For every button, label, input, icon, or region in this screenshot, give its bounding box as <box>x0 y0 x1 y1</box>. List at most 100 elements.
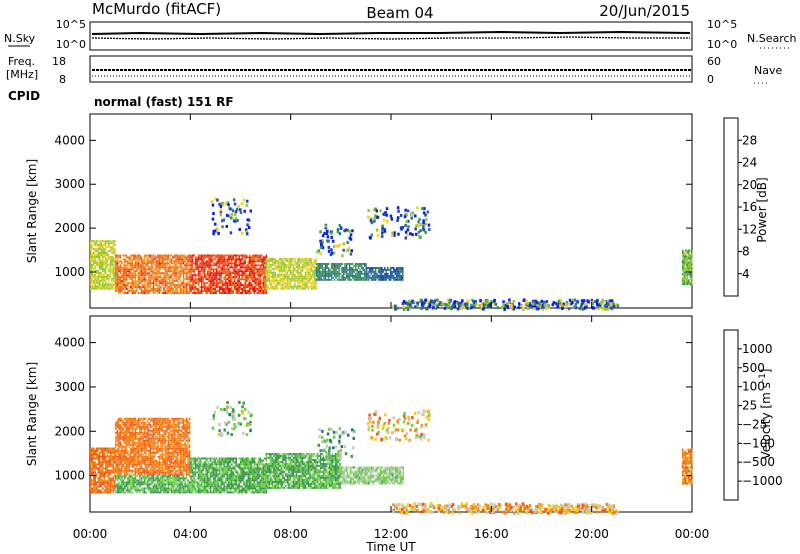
data-cell <box>109 449 112 452</box>
data-cell <box>294 258 296 260</box>
data-cell <box>282 267 284 270</box>
data-cell <box>282 283 284 286</box>
data-cell <box>205 260 207 263</box>
data-cell <box>105 449 107 452</box>
data-cell <box>151 417 153 420</box>
data-cell <box>301 281 304 284</box>
data-cell <box>267 261 269 264</box>
data-cell <box>167 441 170 444</box>
data-cell <box>106 483 109 486</box>
data-cell <box>124 286 126 289</box>
data-cell <box>122 278 125 281</box>
data-cell <box>365 268 368 271</box>
data-cell <box>172 429 174 432</box>
data-cell <box>231 272 233 275</box>
data-cell <box>160 437 162 440</box>
data-cell <box>134 429 137 432</box>
data-cell <box>226 278 228 281</box>
data-cell <box>232 292 234 294</box>
data-cell <box>212 212 215 215</box>
data-cell <box>360 270 363 273</box>
data-cell <box>158 280 161 283</box>
data-cell <box>286 269 289 272</box>
data-cell <box>291 279 293 282</box>
data-cell <box>131 447 134 450</box>
data-cell <box>312 269 314 272</box>
data-cell <box>118 282 120 285</box>
data-cell <box>91 246 93 249</box>
data-cell <box>196 274 198 277</box>
data-cell <box>258 260 260 263</box>
data-cell <box>190 284 192 287</box>
data-cell <box>109 491 112 494</box>
data-cell <box>462 306 466 310</box>
data-cell <box>317 274 319 277</box>
data-cell <box>155 268 158 271</box>
data-cell <box>152 423 155 426</box>
data-cell <box>133 435 135 438</box>
data-cell <box>166 459 168 462</box>
data-cell <box>564 305 567 308</box>
data-cell <box>221 256 224 259</box>
data-cell <box>610 306 613 310</box>
data-cell <box>200 290 203 292</box>
data-cell <box>149 467 152 470</box>
data-cell <box>127 449 129 452</box>
data-cell <box>169 461 171 464</box>
data-cell <box>288 265 290 268</box>
data-cell <box>172 431 174 434</box>
data-cell <box>157 463 159 466</box>
data-cell <box>682 253 684 256</box>
data-cell <box>240 284 242 287</box>
data-cell <box>152 433 155 436</box>
data-cell <box>301 269 304 272</box>
data-cell <box>221 266 224 269</box>
data-cell <box>323 278 325 281</box>
data-cell <box>142 268 144 271</box>
data-cell <box>163 461 165 464</box>
data-cell <box>367 276 369 279</box>
data-cell <box>280 273 283 276</box>
data-cell <box>142 447 144 450</box>
data-cell <box>590 298 594 302</box>
data-cell <box>106 242 109 245</box>
data-cell <box>280 287 283 290</box>
data-cell <box>93 479 95 482</box>
data-cell <box>249 262 251 265</box>
data-cell <box>149 276 152 279</box>
data-cell <box>262 256 265 259</box>
data-cell <box>200 280 203 283</box>
data-cell <box>423 207 426 211</box>
data-cell <box>264 286 266 289</box>
data-cell <box>573 298 576 302</box>
data-cell <box>133 427 135 430</box>
data-cell <box>137 421 140 424</box>
data-cell <box>685 275 687 278</box>
data-cell <box>212 284 215 287</box>
data-cell <box>333 267 336 269</box>
data-cell <box>282 258 284 260</box>
data-cell <box>295 265 298 268</box>
data-cell <box>152 282 155 285</box>
data-cell <box>321 267 324 269</box>
data-cell <box>235 284 237 287</box>
data-cell <box>160 433 162 436</box>
data-cell <box>151 453 153 456</box>
data-cell <box>122 274 125 277</box>
data-cell <box>155 429 158 432</box>
data-cell <box>218 288 221 290</box>
data-cell <box>250 276 252 279</box>
data-cell <box>127 264 129 267</box>
data-cell <box>326 274 328 277</box>
data-cell <box>206 262 209 265</box>
data-cell <box>521 307 525 311</box>
data-cell <box>327 270 330 273</box>
data-cell <box>351 263 354 265</box>
data-cell <box>474 300 477 304</box>
data-cell <box>255 280 257 283</box>
data-cell <box>218 292 221 294</box>
data-cell <box>175 447 177 450</box>
data-cell <box>228 280 230 283</box>
data-cell <box>170 423 173 426</box>
data-cell <box>185 276 188 279</box>
